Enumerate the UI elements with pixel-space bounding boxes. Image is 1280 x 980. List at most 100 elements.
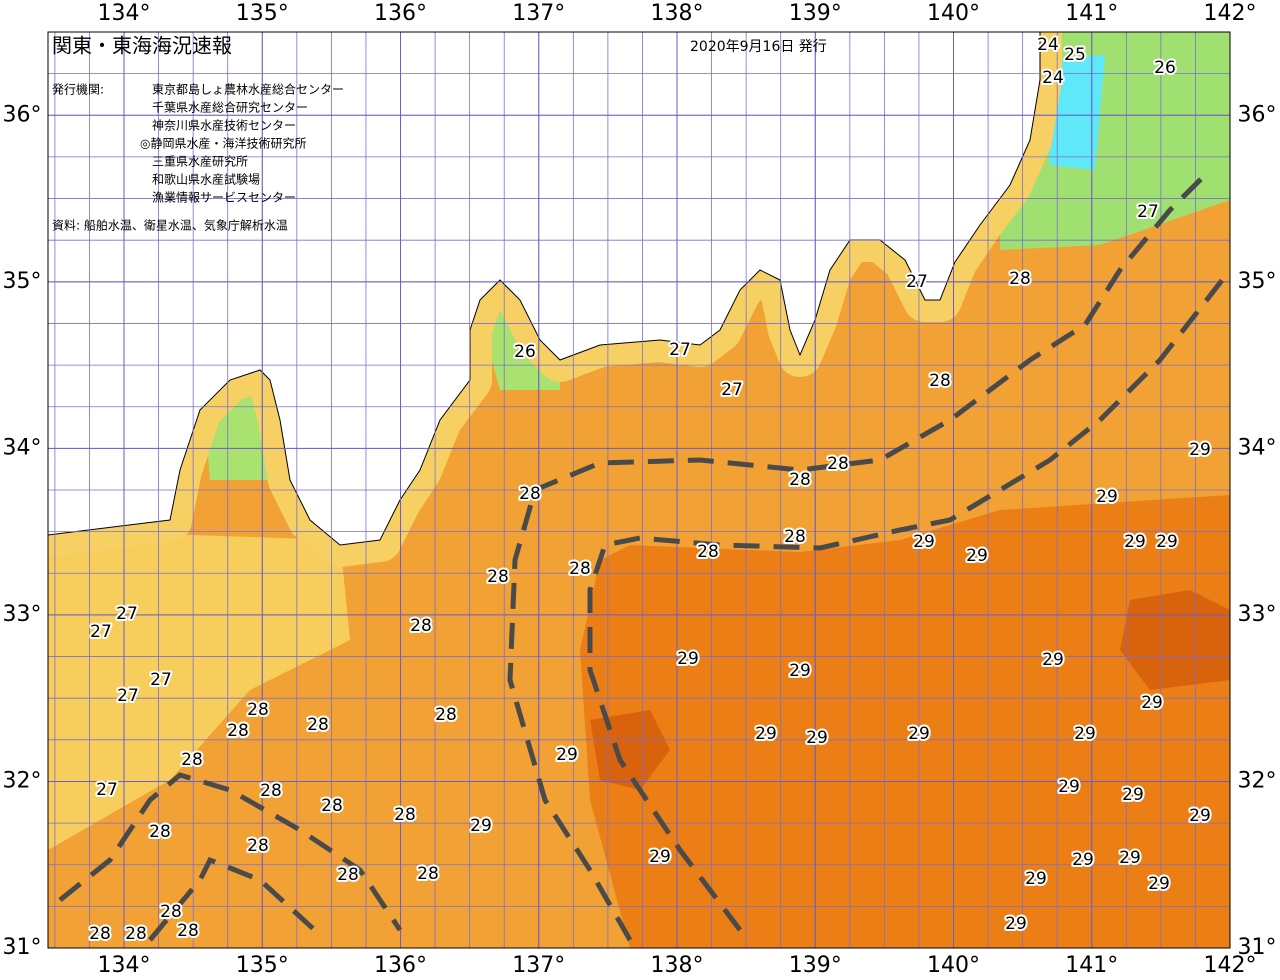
contour-label: 29 xyxy=(1148,874,1170,894)
contour-label: 28 xyxy=(125,924,147,944)
lat-tick-label: 35° xyxy=(1238,269,1277,294)
contour-label: 28 xyxy=(149,822,171,842)
current-axes xyxy=(58,168,1230,942)
contour-label: 28 xyxy=(394,805,416,825)
title: 関東・東海海況速報 xyxy=(52,34,232,58)
contour-label: 28 xyxy=(260,781,282,801)
current-line xyxy=(58,772,403,932)
contour-label: 27 xyxy=(150,670,172,690)
issuer: 千葉県水産総合研究センター xyxy=(152,100,308,115)
contour-label: 28 xyxy=(181,750,203,770)
contour-label: 28 xyxy=(89,924,111,944)
lat-tick-label: 33° xyxy=(3,602,42,627)
contour-label: 29 xyxy=(1005,914,1027,934)
sources: 資料: 船舶水温、衛星水温、気象庁解析水温 xyxy=(52,218,288,233)
sea-29 xyxy=(580,495,1230,948)
lat-tick-label: 34° xyxy=(1238,435,1277,460)
contour-label: 28 xyxy=(247,700,269,720)
lon-tick-label: 137° xyxy=(512,1,565,26)
contour-label: 29 xyxy=(1074,724,1096,744)
lon-tick-label: 136° xyxy=(374,953,427,978)
contour-label: 29 xyxy=(1058,777,1080,797)
contour-label: 29 xyxy=(1096,487,1118,507)
frame xyxy=(47,31,1231,949)
issuer: ◎静岡県水産・海洋技術研究所 xyxy=(140,136,306,151)
contour-label: 29 xyxy=(789,661,811,681)
lon-tick-label: 136° xyxy=(374,1,427,26)
grid xyxy=(48,32,1230,948)
contour-label: 28 xyxy=(410,616,432,636)
contour-label: 28 xyxy=(307,715,329,735)
lon-tick-label: 139° xyxy=(789,1,842,26)
contour-label: 28 xyxy=(827,454,849,474)
current-line xyxy=(507,168,1212,942)
issuer: 東京都島しょ農林水産総合センター xyxy=(152,82,344,97)
contour-label: 29 xyxy=(1119,848,1141,868)
contour-label: 27 xyxy=(117,686,139,706)
lat-tick-label: 31° xyxy=(3,935,42,960)
contour-label: 29 xyxy=(908,724,930,744)
lon-tick-label: 142° xyxy=(1204,953,1257,978)
contour-label: 24 xyxy=(1037,35,1059,55)
contour-label: 26 xyxy=(514,342,536,362)
contour-label: 29 xyxy=(470,816,492,836)
contour-label: 28 xyxy=(784,527,806,547)
contour-label: 29 xyxy=(1122,785,1144,805)
lon-tick-label: 142° xyxy=(1204,1,1257,26)
lon-tick-label: 138° xyxy=(651,1,704,26)
contour-label: 28 xyxy=(160,902,182,922)
contour-label: 27 xyxy=(96,780,118,800)
contour-label: 29 xyxy=(556,745,578,765)
sea-27 xyxy=(48,530,350,850)
lon-tick-label: 135° xyxy=(236,1,289,26)
issue-date: 2020年9月16日 発行 xyxy=(690,39,827,55)
contour-label: 29 xyxy=(755,724,777,744)
contour-label: 28 xyxy=(1009,269,1031,289)
current-line xyxy=(148,856,322,942)
contour-label: 29 xyxy=(1156,532,1178,552)
lat-tick-label: 33° xyxy=(1238,602,1277,627)
contour-label: 29 xyxy=(1141,693,1163,713)
land xyxy=(48,32,1041,546)
lat-tick-label: 35° xyxy=(3,269,42,294)
contour-label: 28 xyxy=(435,705,457,725)
contour-label: 27 xyxy=(669,340,691,360)
axes: 134° 134° 135° 135° 136° 136° 137° 137° 138° 138°… xyxy=(3,1,1277,978)
issuer-label: 発行機関: xyxy=(52,82,104,97)
lon-tick-label: 135° xyxy=(236,953,289,978)
contour-label: 27 xyxy=(906,272,928,292)
lon-tick-label: 140° xyxy=(927,1,980,26)
contour-label: 27 xyxy=(721,380,743,400)
contour-label: 28 xyxy=(177,921,199,941)
contour-label: 28 xyxy=(519,484,541,504)
issuer: 漁業情報サービスセンター xyxy=(152,191,296,205)
contour-label: 28 xyxy=(337,865,359,885)
lon-tick-label: 138° xyxy=(651,953,704,978)
contour-label: 28 xyxy=(227,721,249,741)
contour-label: 29 xyxy=(1072,850,1094,870)
lat-tick-label: 31° xyxy=(1238,935,1277,960)
sea-29-warm xyxy=(590,710,670,790)
contour-label: 27 xyxy=(116,604,138,624)
contour-label: 29 xyxy=(1124,532,1146,552)
contour-label: 28 xyxy=(417,864,439,884)
lat-tick-label: 32° xyxy=(3,768,42,793)
contour-label: 27 xyxy=(90,622,112,642)
issuer-list: 東京都島しょ農林水産総合センター千葉県水産総合研究センター神奈川県水産技術センタ… xyxy=(140,82,344,205)
contour-label: 28 xyxy=(697,542,719,562)
contour-label: 28 xyxy=(487,567,509,587)
contour-label: 29 xyxy=(913,532,935,552)
contour-label: 29 xyxy=(1042,650,1064,670)
contour-label: 28 xyxy=(247,836,269,856)
contour-label: 27 xyxy=(1137,202,1159,222)
contour-label: 29 xyxy=(966,546,988,566)
contour-label: 25 xyxy=(1064,45,1086,65)
current-line xyxy=(587,268,1230,932)
lon-tick-label: 139° xyxy=(789,953,842,978)
contour-label: 29 xyxy=(1189,806,1211,826)
lat-tick-label: 32° xyxy=(1238,768,1277,793)
contour-label: 28 xyxy=(789,470,811,490)
lon-tick-label: 141° xyxy=(1065,953,1118,978)
